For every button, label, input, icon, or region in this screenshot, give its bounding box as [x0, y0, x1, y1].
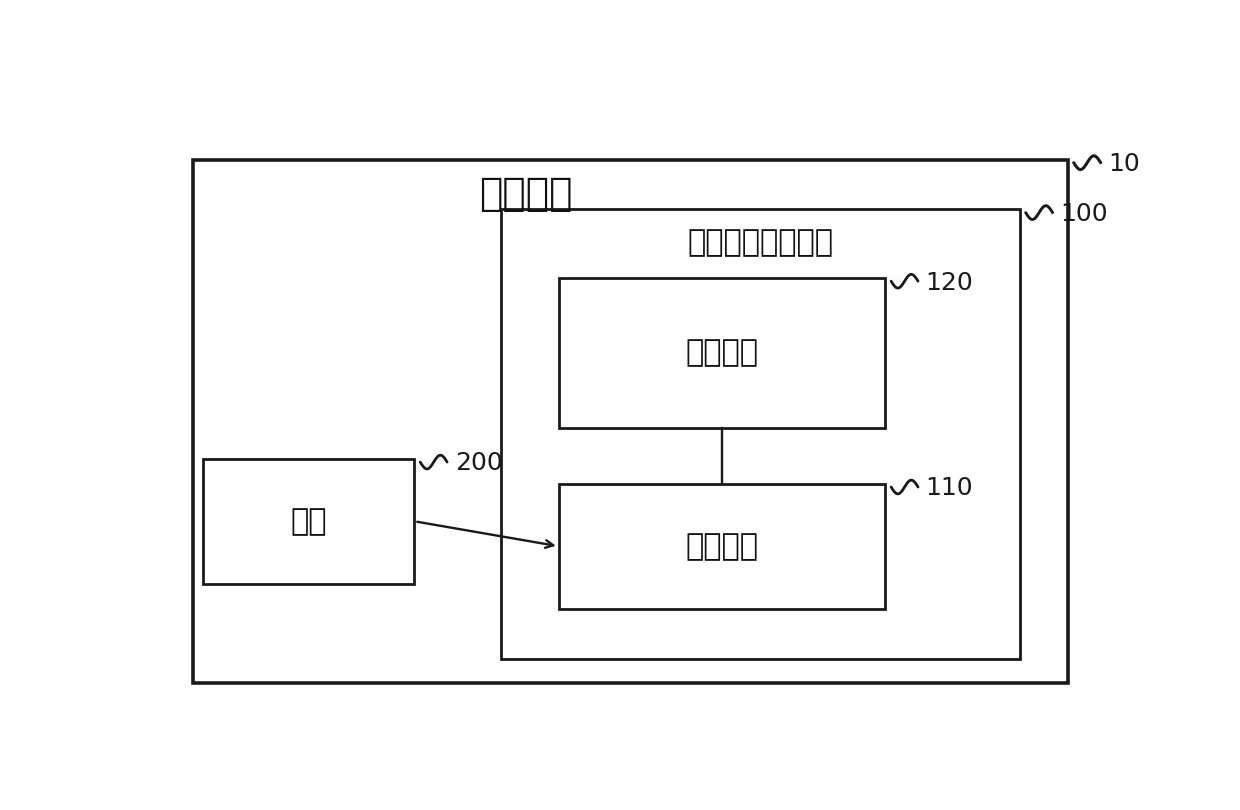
Bar: [203, 459, 414, 584]
Bar: [193, 160, 1068, 684]
Bar: [501, 210, 1021, 659]
Text: 10: 10: [1109, 152, 1140, 176]
Text: 控制模块: 控制模块: [686, 531, 759, 561]
Text: 110: 110: [926, 476, 973, 501]
Text: 100: 100: [1060, 202, 1107, 226]
Text: 屏幕: 屏幕: [290, 507, 327, 536]
Bar: [558, 278, 885, 428]
Text: 200: 200: [455, 451, 502, 475]
Bar: [558, 484, 885, 608]
Text: 显示设备控制装置: 显示设备控制装置: [687, 228, 833, 258]
Text: 显示设备: 显示设备: [479, 175, 573, 213]
Text: 探测模块: 探测模块: [686, 339, 759, 368]
Text: 120: 120: [926, 271, 973, 295]
